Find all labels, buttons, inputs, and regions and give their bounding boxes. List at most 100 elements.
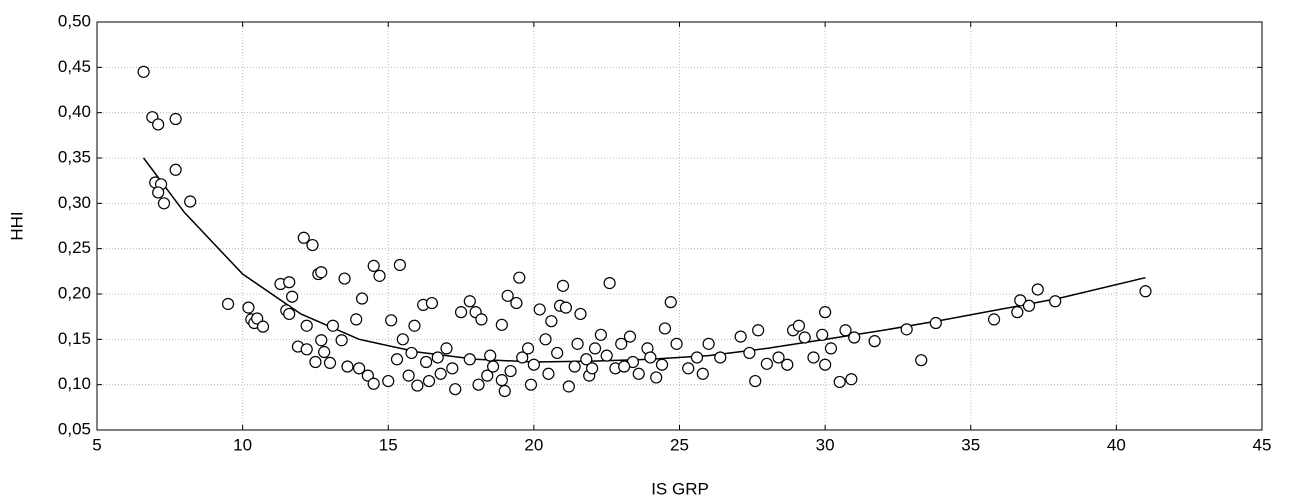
point	[373, 269, 386, 282]
point	[559, 301, 573, 314]
point	[527, 358, 540, 371]
point	[510, 296, 523, 310]
y-tick-label: 0,05	[58, 419, 91, 438]
point	[542, 367, 555, 380]
x-tick-label: 40	[1107, 435, 1126, 454]
y-tick-label: 0,10	[58, 374, 91, 393]
point	[315, 266, 328, 279]
point	[588, 342, 602, 355]
point	[434, 367, 447, 380]
point	[752, 324, 765, 337]
point	[184, 195, 197, 208]
point	[408, 319, 421, 332]
point	[367, 259, 380, 272]
x-tick-label: 25	[670, 435, 689, 454]
x-tick-label: 20	[524, 435, 543, 454]
point	[1049, 295, 1062, 308]
point	[463, 295, 476, 308]
point	[318, 345, 331, 359]
point	[152, 186, 165, 199]
point	[221, 297, 235, 311]
point	[425, 296, 439, 310]
point	[562, 380, 575, 393]
point	[315, 334, 328, 347]
point	[623, 330, 637, 343]
point	[326, 319, 340, 332]
point	[353, 362, 366, 375]
point	[664, 296, 677, 309]
x-tick-label: 30	[816, 435, 835, 454]
x-tick-label: 15	[379, 435, 398, 454]
point	[335, 334, 348, 347]
point	[644, 351, 657, 364]
y-tick-label: 0,30	[58, 193, 91, 212]
point	[714, 351, 727, 364]
point	[323, 356, 337, 370]
point	[1022, 299, 1036, 312]
point	[454, 306, 468, 319]
point	[1031, 283, 1044, 296]
point	[475, 313, 488, 326]
point	[504, 364, 517, 378]
point	[169, 112, 182, 126]
point	[734, 330, 747, 343]
point	[420, 355, 433, 369]
point	[594, 328, 607, 341]
point	[819, 306, 832, 319]
y-tick-label: 0,50	[58, 11, 91, 30]
point	[618, 360, 631, 373]
plot-frame	[96, 21, 1263, 431]
point	[367, 377, 380, 390]
point	[297, 231, 310, 244]
point	[431, 351, 444, 364]
y-tick-label: 0,45	[58, 57, 91, 76]
point	[781, 358, 794, 371]
point	[487, 360, 500, 373]
point	[169, 163, 182, 176]
x-tick-label: 45	[1253, 435, 1272, 454]
point	[807, 351, 820, 364]
point	[338, 272, 351, 285]
point	[449, 383, 462, 396]
point	[760, 357, 773, 370]
y-axis-label: HHI	[7, 211, 26, 240]
point	[501, 289, 514, 302]
point	[463, 353, 476, 366]
point	[516, 351, 529, 364]
point	[446, 362, 459, 375]
point	[137, 65, 150, 78]
point	[152, 118, 165, 131]
point	[309, 355, 322, 369]
point	[300, 343, 313, 356]
point	[580, 353, 593, 366]
point	[355, 292, 369, 305]
point	[251, 312, 264, 325]
point	[772, 351, 785, 364]
point	[481, 369, 494, 382]
point	[792, 319, 806, 332]
point	[539, 333, 552, 346]
point	[848, 331, 861, 344]
point	[900, 323, 913, 336]
point	[690, 351, 704, 364]
y-tick-label: 0,20	[58, 283, 91, 302]
point	[571, 337, 584, 350]
point	[1014, 294, 1027, 307]
point	[798, 331, 811, 344]
y-tick-label: 0,35	[58, 147, 91, 166]
point	[632, 367, 645, 380]
point	[603, 277, 616, 290]
point	[574, 307, 587, 321]
point	[157, 197, 171, 210]
point	[929, 316, 942, 330]
point	[484, 349, 497, 362]
fit-line	[142, 157, 1146, 363]
point	[749, 374, 762, 388]
point	[682, 362, 695, 375]
y-tick-label: 0,25	[58, 238, 91, 257]
point	[650, 371, 663, 384]
point	[283, 307, 296, 321]
point	[696, 367, 709, 380]
point	[568, 360, 581, 373]
